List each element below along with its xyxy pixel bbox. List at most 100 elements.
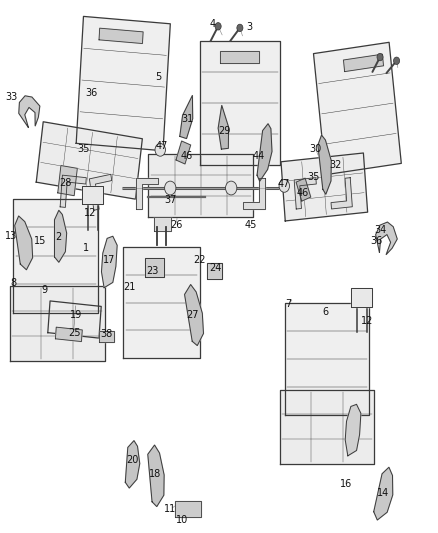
Polygon shape xyxy=(99,330,114,342)
Polygon shape xyxy=(124,247,200,358)
Polygon shape xyxy=(294,177,316,209)
Text: 1: 1 xyxy=(83,243,89,253)
Polygon shape xyxy=(285,303,369,416)
Polygon shape xyxy=(218,106,229,149)
Polygon shape xyxy=(351,288,372,306)
Circle shape xyxy=(393,57,399,64)
Text: 44: 44 xyxy=(253,151,265,161)
Text: 38: 38 xyxy=(101,329,113,340)
Text: 47: 47 xyxy=(155,141,168,151)
Circle shape xyxy=(237,24,243,31)
Polygon shape xyxy=(318,135,331,194)
Text: 19: 19 xyxy=(70,310,82,320)
Text: 8: 8 xyxy=(11,278,17,288)
Text: 7: 7 xyxy=(286,298,292,309)
Polygon shape xyxy=(56,327,82,342)
Text: 11: 11 xyxy=(164,504,177,514)
Circle shape xyxy=(279,180,290,192)
Text: 12: 12 xyxy=(85,208,97,219)
Circle shape xyxy=(226,181,237,195)
Polygon shape xyxy=(13,199,98,313)
Text: 36: 36 xyxy=(371,236,383,246)
Polygon shape xyxy=(148,445,164,506)
Polygon shape xyxy=(145,258,164,277)
Text: 10: 10 xyxy=(176,515,188,525)
Text: 26: 26 xyxy=(170,220,183,230)
Text: 29: 29 xyxy=(218,126,230,136)
Text: 35: 35 xyxy=(77,144,89,154)
Text: 46: 46 xyxy=(297,188,309,198)
Text: 16: 16 xyxy=(340,479,352,489)
Polygon shape xyxy=(176,141,191,164)
Text: 2: 2 xyxy=(55,232,61,243)
Text: 3: 3 xyxy=(247,22,253,32)
Polygon shape xyxy=(148,154,253,216)
Text: 24: 24 xyxy=(209,263,222,272)
Text: 35: 35 xyxy=(307,172,320,182)
Polygon shape xyxy=(296,178,311,201)
Text: 15: 15 xyxy=(33,236,46,246)
Text: 17: 17 xyxy=(103,255,116,265)
Text: 9: 9 xyxy=(41,285,47,295)
Text: 27: 27 xyxy=(186,310,198,320)
Text: 45: 45 xyxy=(244,220,257,230)
Text: 14: 14 xyxy=(378,488,390,498)
Polygon shape xyxy=(374,467,393,520)
Polygon shape xyxy=(10,286,105,361)
Text: 31: 31 xyxy=(181,114,194,124)
Polygon shape xyxy=(136,178,158,209)
Polygon shape xyxy=(48,301,101,338)
Text: 13: 13 xyxy=(5,231,17,241)
Polygon shape xyxy=(220,51,259,63)
Text: 20: 20 xyxy=(127,455,139,465)
Text: 33: 33 xyxy=(5,92,17,102)
Polygon shape xyxy=(125,441,140,488)
Polygon shape xyxy=(257,124,272,181)
Polygon shape xyxy=(280,390,374,464)
Polygon shape xyxy=(200,41,280,165)
Polygon shape xyxy=(184,285,204,345)
Polygon shape xyxy=(58,166,77,196)
Text: 12: 12 xyxy=(361,316,373,326)
Polygon shape xyxy=(154,217,171,231)
Polygon shape xyxy=(180,95,193,139)
Polygon shape xyxy=(207,263,223,279)
Text: 4: 4 xyxy=(209,19,215,29)
Text: 18: 18 xyxy=(148,470,161,479)
Text: 36: 36 xyxy=(86,87,98,98)
Text: 28: 28 xyxy=(60,177,72,188)
Polygon shape xyxy=(36,122,142,199)
Polygon shape xyxy=(343,54,384,71)
Circle shape xyxy=(155,143,166,156)
Polygon shape xyxy=(15,216,33,270)
Text: 5: 5 xyxy=(155,71,161,82)
Polygon shape xyxy=(345,405,361,456)
Polygon shape xyxy=(331,177,352,209)
Circle shape xyxy=(215,22,221,30)
Polygon shape xyxy=(314,42,401,175)
Polygon shape xyxy=(54,211,67,262)
Polygon shape xyxy=(99,28,143,44)
Polygon shape xyxy=(175,502,201,518)
Polygon shape xyxy=(89,174,112,210)
Text: 21: 21 xyxy=(124,281,136,292)
Text: 30: 30 xyxy=(310,144,322,154)
Text: 46: 46 xyxy=(180,151,192,161)
Circle shape xyxy=(165,181,176,195)
Text: 25: 25 xyxy=(68,328,81,338)
Text: 22: 22 xyxy=(193,255,206,265)
Polygon shape xyxy=(102,236,117,288)
Polygon shape xyxy=(76,17,170,151)
Polygon shape xyxy=(60,175,86,207)
Text: 6: 6 xyxy=(322,306,328,317)
Polygon shape xyxy=(376,222,397,255)
Circle shape xyxy=(377,53,383,61)
Text: 37: 37 xyxy=(164,195,177,205)
Polygon shape xyxy=(19,96,40,127)
Text: 32: 32 xyxy=(329,160,342,169)
Polygon shape xyxy=(82,185,103,204)
Text: 47: 47 xyxy=(277,179,290,189)
Text: 34: 34 xyxy=(375,225,387,236)
Text: 23: 23 xyxy=(147,266,159,276)
Polygon shape xyxy=(281,153,367,221)
